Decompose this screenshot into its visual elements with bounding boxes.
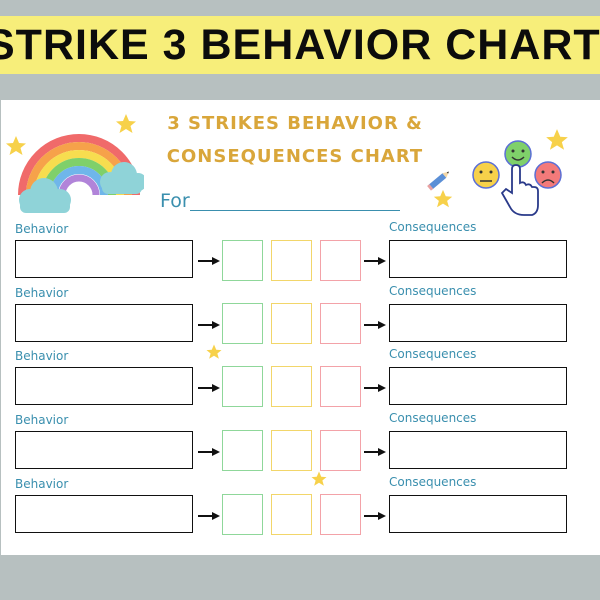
- arrow-right-icon: [198, 448, 220, 456]
- consequences-box[interactable]: [389, 240, 567, 278]
- arrow-right-icon: [364, 257, 386, 265]
- behavior-label: Behavior: [15, 477, 69, 491]
- for-label: For: [160, 190, 190, 212]
- star-icon: [546, 129, 568, 150]
- arrow-right-icon: [364, 448, 386, 456]
- consequences-box[interactable]: [389, 304, 567, 342]
- behavior-label: Behavior: [15, 349, 69, 363]
- strike-2-box[interactable]: [271, 303, 312, 344]
- strike-1-box[interactable]: [222, 430, 263, 471]
- star-icon: [206, 344, 222, 359]
- consequences-label: Consequences: [389, 284, 477, 298]
- behavior-label: Behavior: [15, 286, 69, 300]
- consequences-box[interactable]: [389, 495, 567, 533]
- chart-title-line2: CONSEQUENCES CHART: [166, 146, 424, 167]
- arrow-right-icon: [198, 512, 220, 520]
- name-line[interactable]: [190, 210, 400, 211]
- pencil-icon: [427, 171, 449, 191]
- arrow-right-icon: [364, 384, 386, 392]
- emoji-rating-hand-icon: [472, 140, 562, 216]
- arrow-right-icon: [198, 321, 220, 329]
- strike-1-box[interactable]: [222, 366, 263, 407]
- star-icon: [311, 471, 327, 486]
- consequences-box[interactable]: [389, 367, 567, 405]
- strike-1-box[interactable]: [222, 240, 263, 281]
- strike-3-box[interactable]: [320, 494, 361, 535]
- strike-3-box[interactable]: [320, 303, 361, 344]
- strike-2-box[interactable]: [271, 494, 312, 535]
- behavior-box[interactable]: [15, 240, 193, 278]
- rainbow-icon: [18, 134, 144, 213]
- strike-3-box[interactable]: [320, 240, 361, 281]
- consequences-box[interactable]: [389, 431, 567, 469]
- strike-1-box[interactable]: [222, 494, 263, 535]
- behavior-box[interactable]: [15, 304, 193, 342]
- consequences-label: Consequences: [389, 347, 477, 361]
- arrow-right-icon: [198, 384, 220, 392]
- behavior-label: Behavior: [15, 222, 69, 236]
- strike-3-box[interactable]: [320, 430, 361, 471]
- consequences-label: Consequences: [389, 475, 477, 489]
- title-banner: STRIKE 3 BEHAVIOR CHART: [0, 16, 600, 74]
- star-icon: [116, 114, 136, 133]
- arrow-right-icon: [364, 512, 386, 520]
- behavior-box[interactable]: [15, 495, 193, 533]
- strike-2-box[interactable]: [271, 366, 312, 407]
- behavior-box[interactable]: [15, 367, 193, 405]
- chart-title-line1: 3 STRIKES BEHAVIOR &: [167, 113, 423, 134]
- strike-2-box[interactable]: [271, 240, 312, 281]
- arrow-right-icon: [198, 257, 220, 265]
- strike-1-box[interactable]: [222, 303, 263, 344]
- consequences-label: Consequences: [389, 411, 477, 425]
- consequences-label: Consequences: [389, 220, 477, 234]
- star-icon: [6, 136, 26, 155]
- banner-title: STRIKE 3 BEHAVIOR CHART: [0, 21, 600, 69]
- star-icon: [433, 189, 453, 208]
- behavior-label: Behavior: [15, 413, 69, 427]
- strike-3-box[interactable]: [320, 366, 361, 407]
- behavior-box[interactable]: [15, 431, 193, 469]
- strike-2-box[interactable]: [271, 430, 312, 471]
- arrow-right-icon: [364, 321, 386, 329]
